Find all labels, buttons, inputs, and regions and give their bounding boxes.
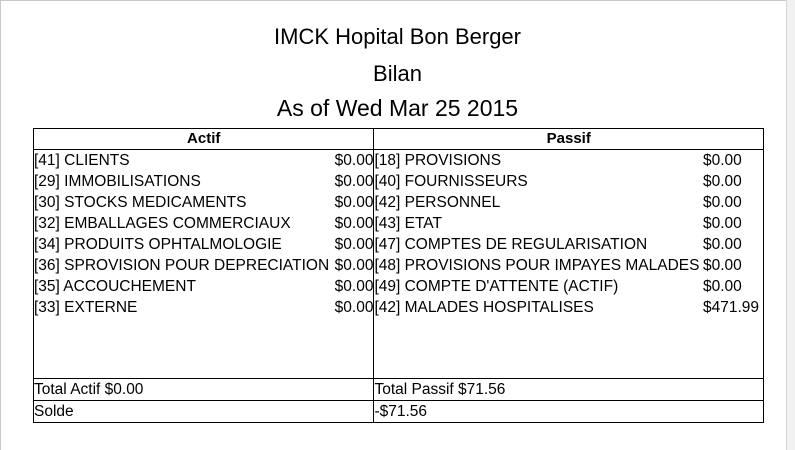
account-name: [33] EXTERNE <box>34 299 138 316</box>
account-name: [43] ETAT <box>374 215 442 232</box>
account-name: [32] EMBALLAGES COMMERCIAUX <box>34 215 291 232</box>
account-amount: $0.00 <box>703 173 742 190</box>
account-amount: $0.00 <box>334 257 374 274</box>
list-item: [47] COMPTES DE REGULARISATION $0.00 <box>374 234 763 255</box>
column-header-actif: Actif <box>32 128 375 150</box>
account-amount: $0.00 <box>334 278 374 295</box>
account-amount: $0.00 <box>703 257 742 274</box>
account-amount: $0.00 <box>334 152 374 169</box>
account-amount: $0.00 <box>703 194 742 211</box>
balance-sheet-table: Actif Passif [41] CLIENTS $0.00 [29] IMMO… <box>32 128 764 423</box>
account-name: [40] FOURNISSEURS <box>374 173 528 190</box>
list-item: [36] SPROVISION POUR DEPRECIATION $0.00 <box>34 255 373 276</box>
account-amount: $0.00 <box>334 236 374 253</box>
account-amount: $0.00 <box>703 236 742 253</box>
report-title: IMCK Hopital Bon Berger <box>274 24 521 49</box>
account-name: [36] SPROVISION POUR DEPRECIATION <box>34 257 330 274</box>
account-name: [42] MALADES HOSPITALISES <box>374 299 594 316</box>
account-name: [47] COMPTES DE REGULARISATION <box>374 236 648 253</box>
totals-row: Total Actif $0.00 Total Passif $71.56 <box>32 378 764 401</box>
passif-accounts-cell: [18] PROVISIONS $0.00 [40] FOURNISSEURS $0… <box>373 149 764 379</box>
account-name: [18] PROVISIONS <box>374 152 502 169</box>
list-item: [33] EXTERNE $0.00 <box>34 297 373 318</box>
account-amount: $0.00 <box>334 299 374 316</box>
account-name: [29] IMMOBILISATIONS <box>34 173 201 190</box>
account-amount: $0.00 <box>334 173 374 190</box>
total-passif: Total Passif $71.56 <box>373 378 764 401</box>
list-item: [18] PROVISIONS $0.00 <box>374 150 763 171</box>
list-item: [29] IMMOBILISATIONS $0.00 <box>34 171 373 192</box>
account-name: [35] ACCOUCHEMENT <box>34 278 196 295</box>
list-item: [48] PROVISIONS POUR IMPAYES MALADES $0.0… <box>374 255 763 276</box>
list-item: [35] ACCOUCHEMENT $0.00 <box>34 276 373 297</box>
list-item: [49] COMPTE D'ATTENTE (ACTIF) $0.00 <box>374 276 763 297</box>
report-date: As of Wed Mar 25 2015 <box>276 95 519 121</box>
solde-label: Solde <box>32 400 375 423</box>
list-item: [30] STOCKS MEDICAMENTS $0.00 <box>34 192 373 213</box>
list-item: [42] MALADES HOSPITALISES $471.99 <box>374 297 763 318</box>
list-item: [32] EMBALLAGES COMMERCIAUX $0.00 <box>34 213 373 234</box>
list-item: [42] PERSONNEL $0.00 <box>374 192 763 213</box>
total-actif: Total Actif $0.00 <box>32 378 375 401</box>
list-item: [34] PRODUITS OPHTALMOLOGIE $0.00 <box>34 234 373 255</box>
actif-accounts-list: [41] CLIENTS $0.00 [29] IMMOBILISATIONS $0… <box>34 150 373 318</box>
account-name: [30] STOCKS MEDICAMENTS <box>34 194 247 211</box>
account-amount: $0.00 <box>703 152 742 169</box>
list-item: [43] ETAT $0.00 <box>374 213 763 234</box>
column-header-passif: Passif <box>373 128 764 150</box>
solde-row: Solde -$71.56 <box>32 400 764 423</box>
accounts-row: [41] CLIENTS $0.00 [29] IMMOBILISATIONS $0… <box>32 149 764 379</box>
account-amount: $0.00 <box>334 194 374 211</box>
account-amount: $471.99 <box>703 299 760 316</box>
account-name: [34] PRODUITS OPHTALMOLOGIE <box>34 236 282 253</box>
solde-value: -$71.56 <box>373 400 764 423</box>
report-subtitle: Bilan <box>373 61 422 86</box>
account-name: [41] CLIENTS <box>34 152 130 169</box>
actif-accounts-cell: [41] CLIENTS $0.00 [29] IMMOBILISATIONS $0… <box>32 149 375 379</box>
account-amount: $0.00 <box>334 215 374 232</box>
table-header-row: Actif Passif <box>32 128 764 150</box>
account-name: [49] COMPTE D'ATTENTE (ACTIF) <box>374 278 619 295</box>
account-amount: $0.00 <box>703 215 742 232</box>
account-amount: $0.00 <box>703 278 742 295</box>
list-item: [40] FOURNISSEURS $0.00 <box>374 171 763 192</box>
account-name: [42] PERSONNEL <box>374 194 501 211</box>
list-item: [41] CLIENTS $0.00 <box>34 150 373 171</box>
account-name: [48] PROVISIONS POUR IMPAYES MALADES <box>374 257 700 274</box>
passif-accounts-list: [18] PROVISIONS $0.00 [40] FOURNISSEURS $0… <box>374 150 763 318</box>
scrollbar[interactable] <box>786 0 793 450</box>
